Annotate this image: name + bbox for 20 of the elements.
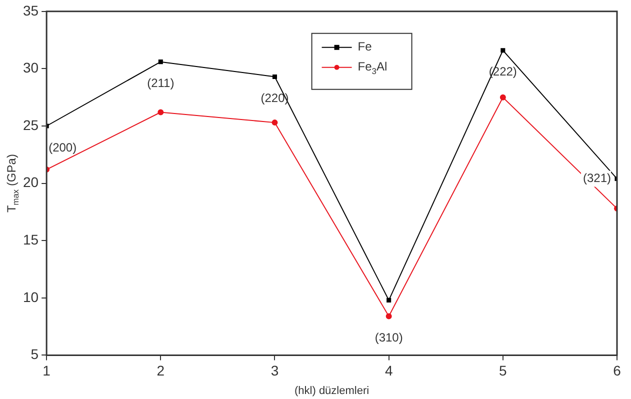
annotation: (310) bbox=[374, 330, 403, 345]
y-tick-label: 25 bbox=[22, 116, 39, 133]
y-tick-label: 30 bbox=[22, 60, 39, 76]
legend-label: Fe bbox=[358, 40, 372, 54]
y-tick-label: 20 bbox=[22, 174, 39, 190]
annotation: (211) bbox=[147, 76, 174, 90]
y-axis-title: Tmax (GPa) bbox=[4, 154, 21, 213]
y-tick-label: 15 bbox=[22, 231, 39, 248]
annotation: (200) bbox=[48, 140, 77, 154]
x-tick-label: 3 bbox=[270, 362, 279, 378]
annotation: (321) bbox=[582, 171, 612, 186]
x-tick-label: 6 bbox=[613, 362, 622, 378]
y-tick-label: 10 bbox=[22, 288, 39, 305]
x-tick-label: 4 bbox=[384, 362, 393, 378]
x-axis-title: (hkl) düzlemleri bbox=[294, 385, 370, 398]
y-tick-label: 5 bbox=[30, 346, 39, 362]
y-tick-label: 35 bbox=[22, 2, 39, 18]
x-tick-label: 2 bbox=[156, 362, 165, 378]
x-tick-label: 5 bbox=[499, 362, 508, 378]
x-tick-label: 1 bbox=[42, 362, 51, 378]
